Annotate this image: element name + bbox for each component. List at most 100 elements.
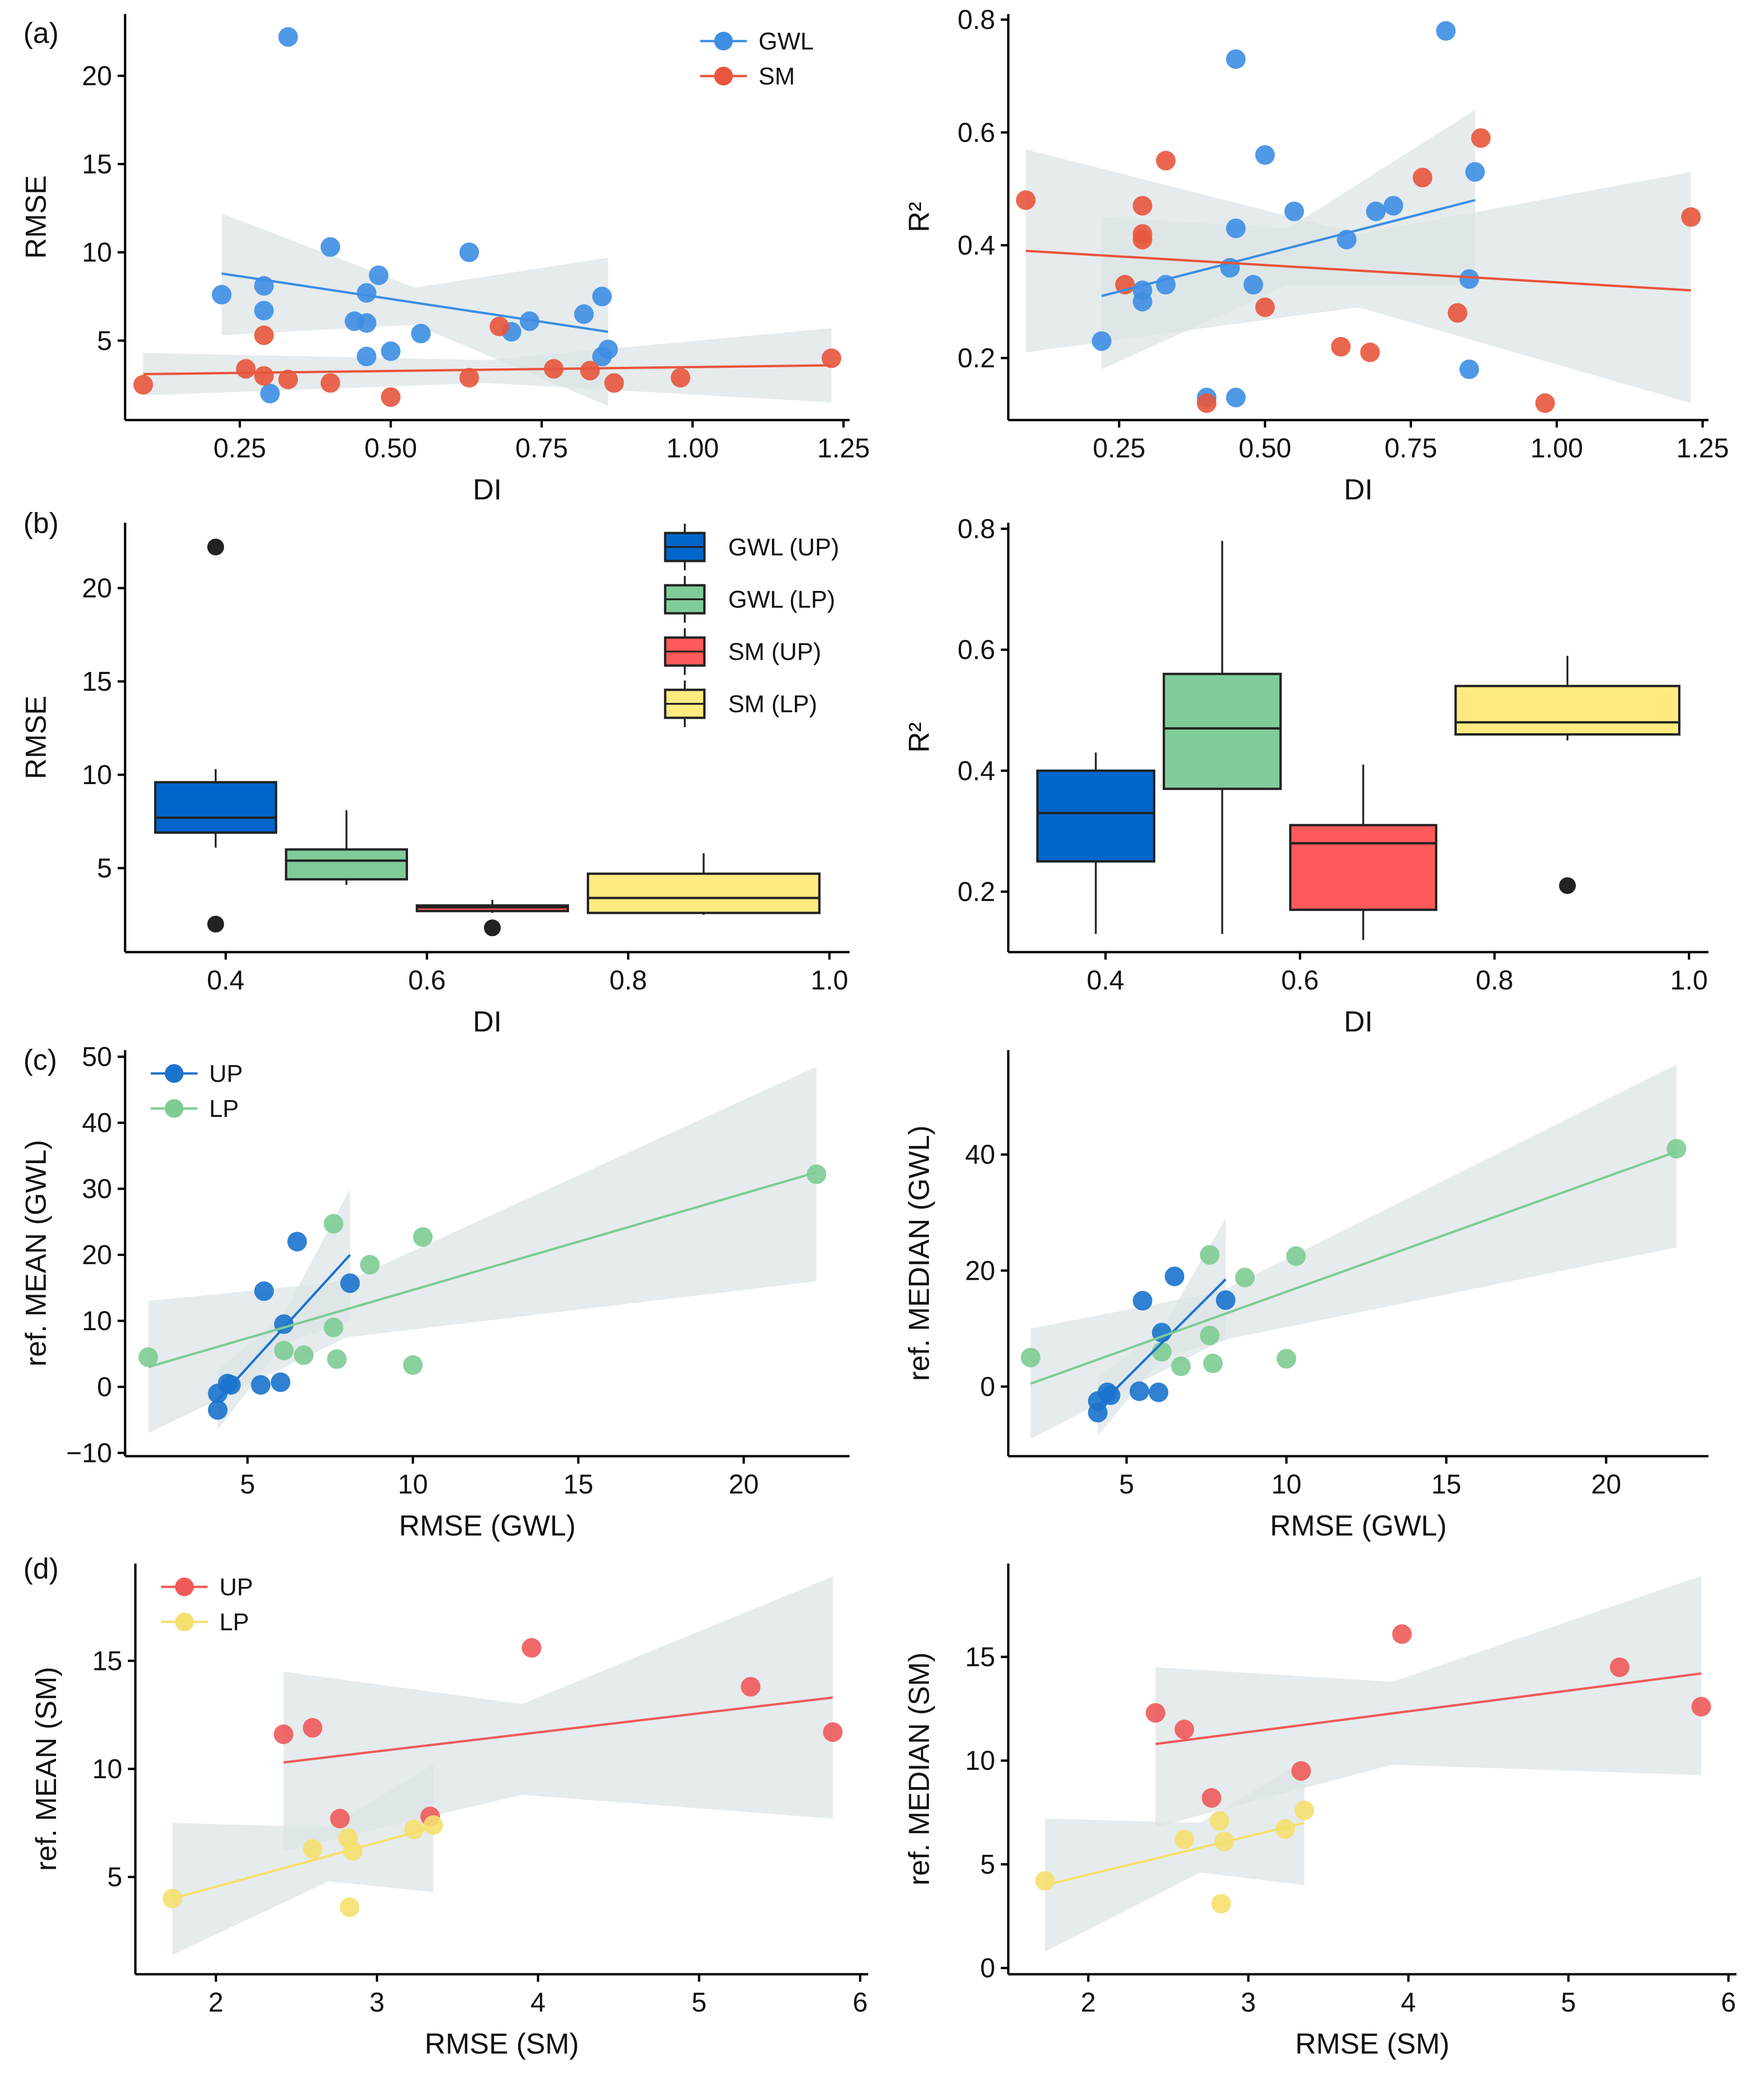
data-point-lp <box>1200 1245 1220 1265</box>
chart-a-left: 0.25 0.50 0.75 1.00 1.25 5 10 15 20 DI RMSE GWL SM <box>20 14 870 506</box>
data-point-up <box>521 1638 541 1658</box>
data-point-gwl <box>357 346 377 366</box>
data-point-lp <box>323 1318 344 1338</box>
regression-line-lp <box>1045 1822 1305 1887</box>
data-point-gwl <box>357 313 377 333</box>
data-point-gwl <box>520 311 540 331</box>
regression-line-sm <box>143 364 832 376</box>
confidence-band-lp <box>148 1066 817 1433</box>
data-point-sm <box>381 387 401 407</box>
legend-c-left: UP LP <box>151 1060 243 1122</box>
data-point-gwl <box>211 285 232 305</box>
confidence-band-lp <box>172 1764 434 1955</box>
x-tick-label: 0.25 <box>213 433 266 463</box>
y-axis-title: ref. MEAN (SM) <box>30 1667 63 1871</box>
x-tick-label: 5 <box>1561 1987 1576 2018</box>
data-point-gwl <box>411 323 431 344</box>
data-point-up <box>823 1722 843 1742</box>
chart-d-right: 2 3 4 5 6 0 5 10 15 RMSE (SM) ref. MEDIAN (SM) <box>903 1564 1736 2060</box>
regression-line-gwl <box>1101 199 1476 297</box>
data-point-lp <box>339 1897 359 1917</box>
y-axis-title: ref. MEDIAN (SM) <box>903 1652 935 1885</box>
y-tick-label: 40 <box>965 1140 995 1170</box>
data-point-gwl <box>1366 201 1386 221</box>
box-gwl-lp <box>1162 673 1282 790</box>
x-tick-label: 15 <box>563 1469 594 1500</box>
y-tick-label: 0.6 <box>957 118 995 148</box>
panel-label-a: (a) <box>23 17 59 49</box>
x-tick-label: 2 <box>1081 1987 1096 2018</box>
x-axis-title: DI <box>1344 1006 1373 1038</box>
x-tick-label: 2 <box>208 1987 223 2018</box>
x-axis-title: DI <box>473 1006 502 1038</box>
y-tick-label: 5 <box>980 1849 995 1880</box>
data-point-gwl <box>574 304 594 324</box>
x-tick-label: 5 <box>1119 1469 1134 1500</box>
legend-label: GWL <box>759 28 814 55</box>
data-point-gwl <box>1132 292 1153 312</box>
data-point-lp <box>423 1815 443 1835</box>
data-point-lp <box>302 1839 323 1859</box>
box-gwl-lp <box>285 848 408 881</box>
x-tick-label: 5 <box>240 1469 255 1500</box>
box-gwl-up <box>1036 769 1155 863</box>
x-axis-title: RMSE (GWL) <box>399 1510 576 1542</box>
data-point-gwl <box>1284 201 1304 221</box>
data-point-lp <box>1200 1326 1220 1346</box>
data-point-sm <box>1471 128 1491 148</box>
legend-dot <box>165 1099 183 1118</box>
y-tick-label: 10 <box>965 1746 995 1776</box>
confidence-band-sm <box>1026 149 1691 403</box>
data-point-up <box>208 1400 228 1420</box>
data-point-gwl <box>320 237 340 257</box>
legend-dot <box>175 1613 194 1631</box>
data-point-sm <box>1156 151 1176 171</box>
legend-label: GWL (LP) <box>728 586 835 613</box>
legend-label: GWL (UP) <box>728 534 839 561</box>
data-point-up <box>251 1375 271 1395</box>
y-tick-label: 0 <box>980 1953 995 1984</box>
legend-label: UP <box>209 1060 243 1087</box>
data-point-sm <box>1448 303 1468 323</box>
confidence-band-up <box>1155 1576 1701 1827</box>
data-point-gwl <box>1384 196 1403 216</box>
legend-label: SM <box>759 63 795 90</box>
data-point-sm <box>459 368 479 388</box>
chart-a-right: 0.25 0.50 0.75 1.00 1.25 0.2 0.4 0.6 0.8 DI R² <box>903 5 1729 506</box>
x-tick-label: 10 <box>1272 1469 1302 1500</box>
x-tick-label: 5 <box>692 1987 707 2018</box>
data-point-sm <box>1132 230 1153 250</box>
data-point-sm <box>1360 343 1380 362</box>
x-axis-title: DI <box>1344 474 1373 506</box>
legend-label: LP <box>209 1095 239 1122</box>
data-point-lp <box>1171 1356 1191 1376</box>
y-axis-title: ref. MEDIAN (GWL) <box>903 1125 935 1381</box>
data-point-lp <box>294 1345 314 1365</box>
data-point-up <box>1291 1761 1311 1781</box>
y-tick-label: 0.6 <box>957 635 995 665</box>
data-point-gwl <box>1092 331 1111 351</box>
data-point-lp <box>343 1841 363 1861</box>
data-point-lp <box>1020 1347 1040 1368</box>
confidence-band-sm <box>143 328 832 403</box>
legend-b-left: GWL (UP) GWL (LP) SM (UP) SM (LP) <box>664 524 839 727</box>
box-gwl-up <box>154 781 277 834</box>
data-point-sm <box>670 368 690 388</box>
x-tick-label: 0.75 <box>515 433 568 463</box>
y-tick-label: 30 <box>82 1174 112 1204</box>
panel-label-b: (b) <box>23 507 59 540</box>
data-point-gwl <box>1244 275 1263 295</box>
data-point-gwl <box>260 384 280 404</box>
x-tick-label: 0.8 <box>609 965 647 996</box>
data-point-sm <box>133 375 153 395</box>
data-point-lp <box>1174 1830 1195 1850</box>
panel-label-d: (d) <box>23 1553 59 1585</box>
y-tick-label: 40 <box>82 1108 112 1138</box>
y-tick-label: 10 <box>82 238 112 268</box>
x-tick-label: 0.4 <box>207 965 245 996</box>
y-tick-label: 50 <box>82 1042 112 1072</box>
confidence-band-lp <box>1045 1760 1305 1952</box>
y-axis-title: R² <box>903 202 935 232</box>
data-point-lp <box>1666 1139 1687 1159</box>
